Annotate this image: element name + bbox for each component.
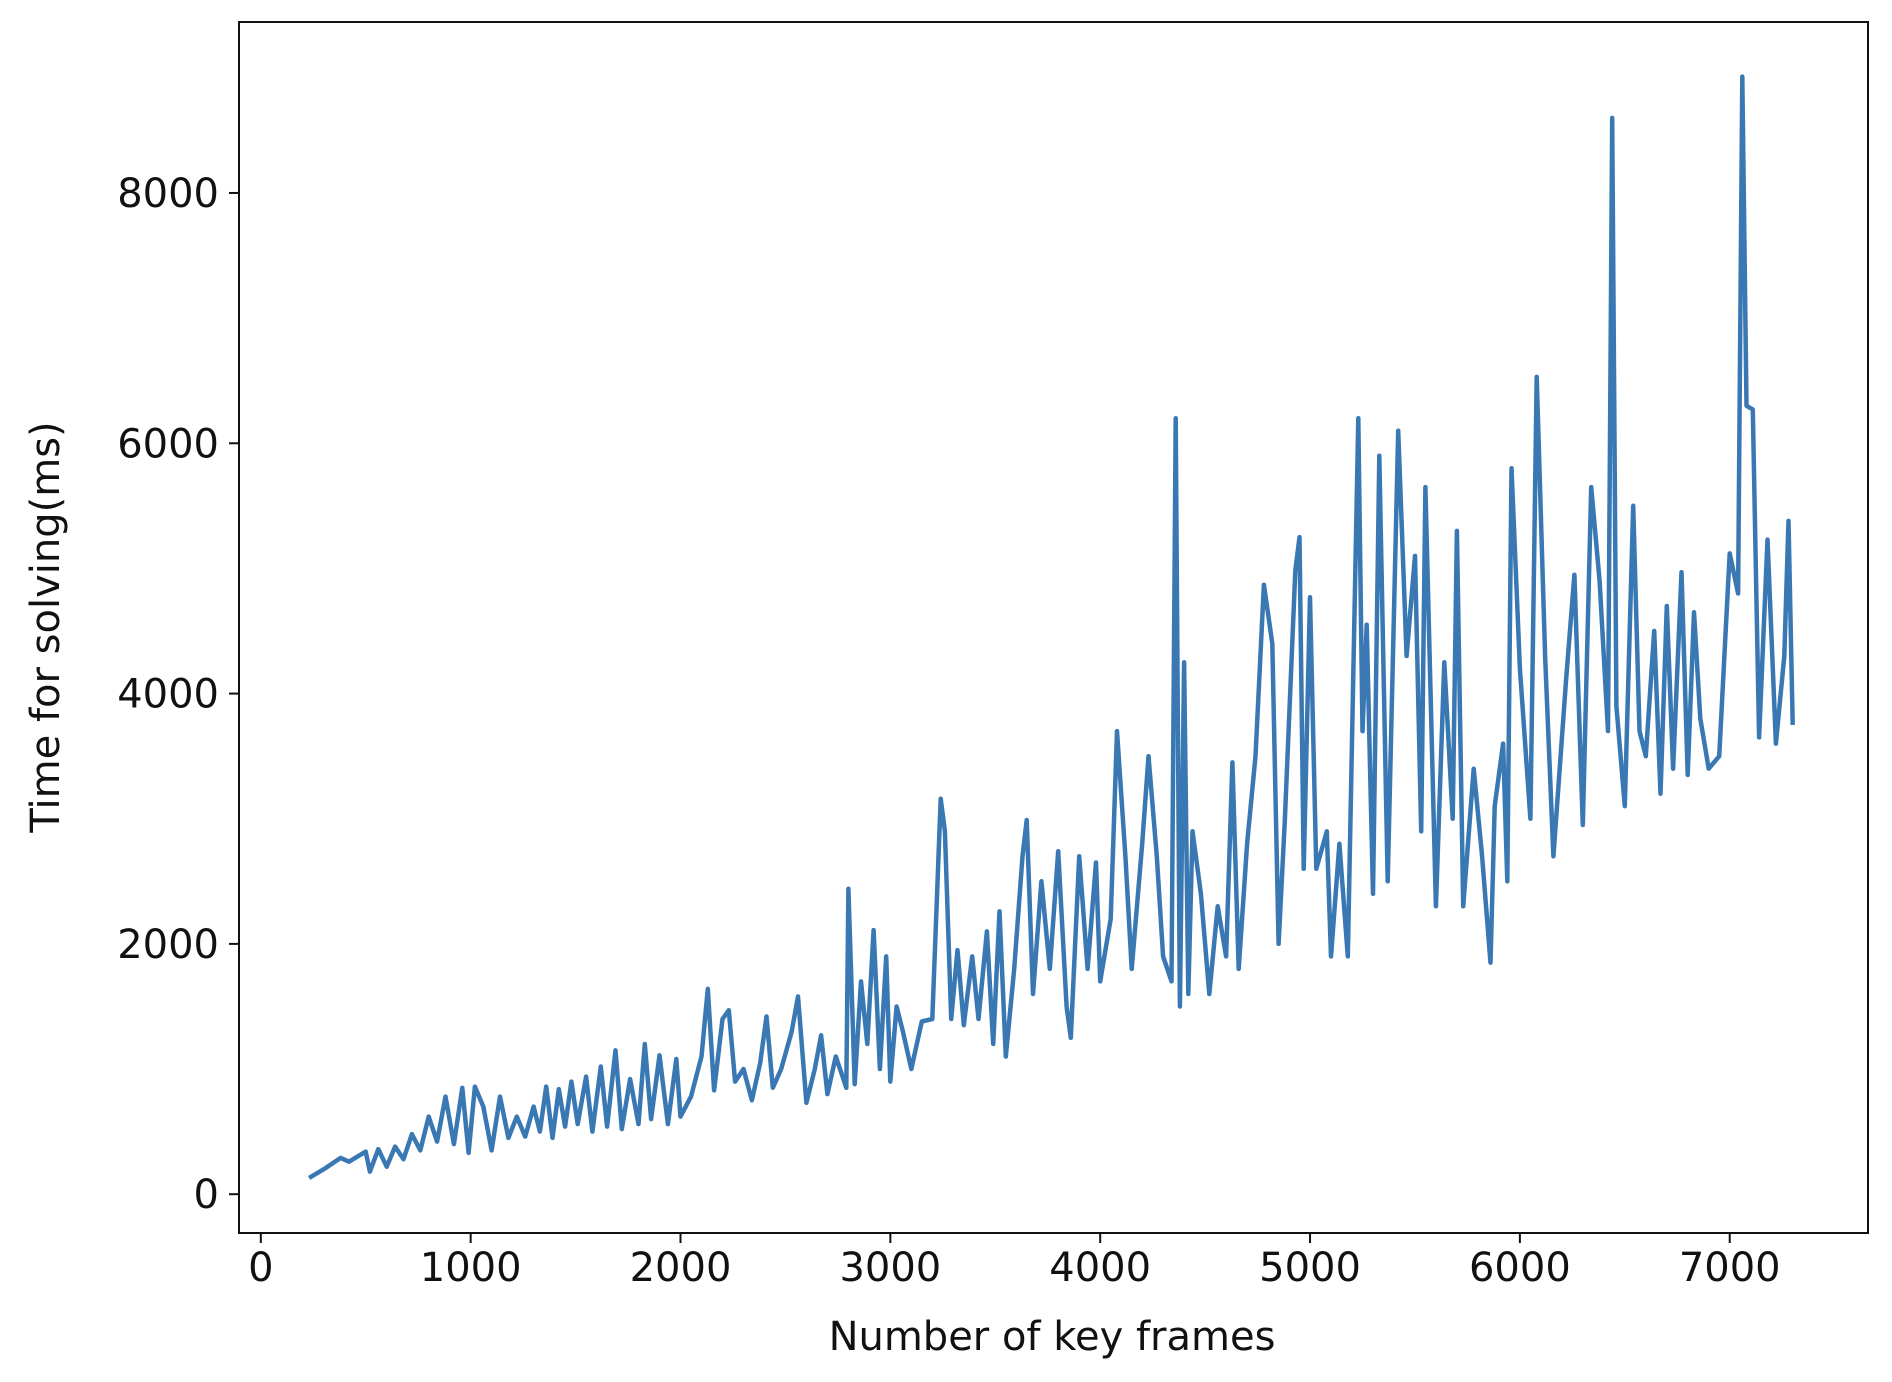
y-tick-label: 0 <box>194 1172 219 1218</box>
x-tick-label: 4000 <box>1049 1245 1151 1291</box>
data-line <box>307 74 1795 1180</box>
x-tick-label: 2000 <box>630 1245 732 1291</box>
y-tick-label: 4000 <box>117 672 219 718</box>
plot-frame <box>238 21 1869 1234</box>
x-tick-label: 6000 <box>1469 1245 1571 1291</box>
x-tick-label: 7000 <box>1679 1245 1781 1291</box>
x-tick-label: 5000 <box>1259 1245 1361 1291</box>
y-tick-label: 6000 <box>117 421 219 467</box>
y-tick-label: 2000 <box>117 922 219 968</box>
x-tick-label: 3000 <box>839 1245 941 1291</box>
x-axis-label: Number of key frames <box>829 1314 1276 1360</box>
x-tick-label: 1000 <box>420 1245 522 1291</box>
x-tick-label: 0 <box>248 1245 273 1291</box>
y-tick-label: 8000 <box>117 171 219 217</box>
y-axis-label: Time for solving(ms) <box>23 421 69 833</box>
